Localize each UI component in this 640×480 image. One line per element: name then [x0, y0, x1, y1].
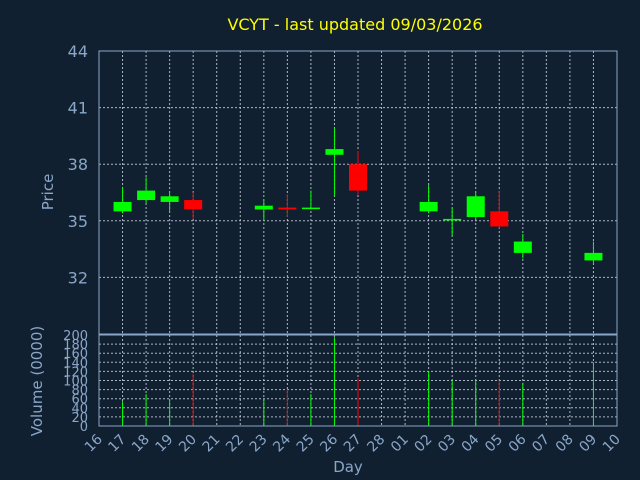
volume-tick-label: 40	[71, 402, 88, 417]
volume-tick-label: 100	[63, 375, 88, 390]
candle-body	[301, 207, 320, 210]
chart-title: VCYT - last updated 09/03/2026	[227, 15, 482, 34]
candle-body	[254, 205, 273, 210]
candle-body	[584, 252, 603, 261]
volume-tick-label: 80	[71, 384, 88, 399]
volume-tick-label: 140	[63, 356, 88, 371]
candle-body	[419, 201, 438, 212]
candle-body	[160, 196, 179, 202]
candle-body	[443, 218, 462, 221]
volume-bars	[122, 337, 594, 426]
price-axis-label: Price	[39, 174, 57, 211]
price-tick-label: 32	[68, 268, 88, 287]
candle-body	[466, 196, 485, 218]
candle-body	[184, 200, 203, 210]
x-axis-label: Day	[333, 458, 363, 476]
volume-tick-label: 160	[63, 347, 88, 362]
volume-tick-label: 0	[80, 420, 88, 435]
volume-tick-label: 20	[71, 411, 88, 426]
price-tick-label: 35	[68, 212, 88, 231]
candle-body	[325, 149, 344, 155]
volume-tick-label: 200	[63, 329, 88, 344]
candle-body	[278, 207, 297, 210]
candle-body	[113, 201, 132, 212]
candle-body	[137, 190, 156, 201]
volume-tick-label: 120	[63, 365, 88, 380]
volume-tick-label: 60	[71, 393, 88, 408]
volume-tick-label: 180	[63, 338, 88, 353]
price-tick-label: 44	[68, 42, 88, 61]
price-tick-label: 41	[68, 99, 88, 118]
price-plot-frame	[98, 50, 618, 335]
volume-axis-label: Volume (0000)	[28, 326, 46, 436]
candle-body	[513, 241, 532, 253]
volume-plot-frame	[98, 334, 618, 427]
candles	[113, 128, 603, 265]
candle-body	[349, 164, 367, 191]
price-tick-label: 38	[68, 155, 88, 174]
candle-body	[490, 211, 509, 227]
